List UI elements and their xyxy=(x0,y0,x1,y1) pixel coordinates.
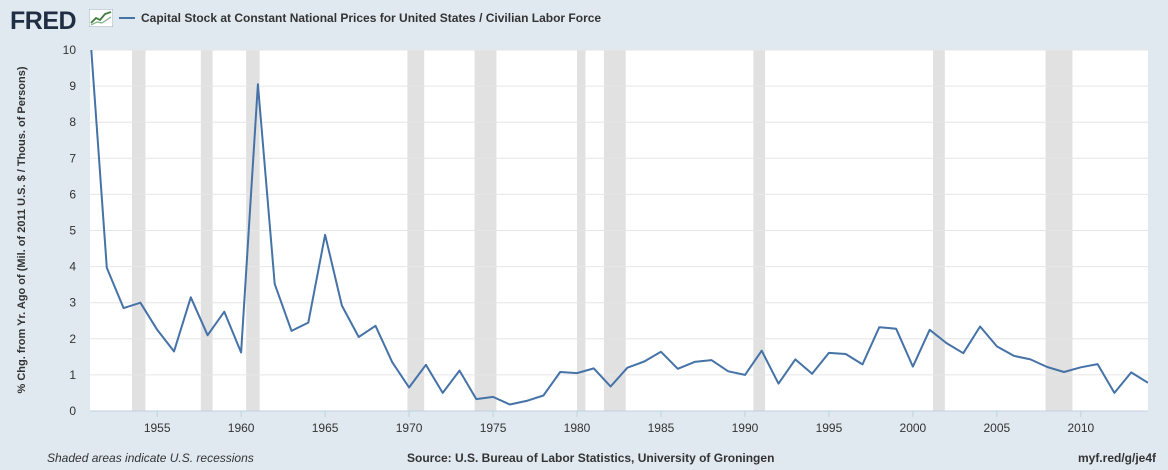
x-tick-label: 1985 xyxy=(648,421,675,435)
y-tick-label: 9 xyxy=(69,79,76,93)
x-tick-label: 1960 xyxy=(228,421,255,435)
legend-swatch xyxy=(119,17,135,19)
y-axis: 0 1 2 3 4 5 6 7 8 9 10 xyxy=(63,43,77,418)
x-tick-label: 1980 xyxy=(564,421,591,435)
y-tick-label: 5 xyxy=(69,224,76,238)
x-tick-label: 1995 xyxy=(816,421,843,435)
fred-logo[interactable]: FRED xyxy=(10,7,77,35)
y-tick-label: 10 xyxy=(63,43,77,57)
fred-chart-icon xyxy=(89,9,113,27)
y-tick-label: 0 xyxy=(69,404,76,418)
x-tick-label: 2010 xyxy=(1067,421,1094,435)
x-tick-label: 1970 xyxy=(396,421,423,435)
x-tick-label: 1955 xyxy=(144,421,171,435)
y-tick-label: 4 xyxy=(69,260,76,274)
y-tick-label: 1 xyxy=(69,368,76,382)
series-layer xyxy=(90,50,1148,406)
x-tick-label: 2005 xyxy=(984,421,1011,435)
y-tick-label: 8 xyxy=(69,115,76,129)
legend-label: Capital Stock at Constant National Price… xyxy=(141,11,602,25)
y-axis-label: % Chg. from Yr. Ago of (Mil. of 2011 U.S… xyxy=(16,66,28,393)
short-url[interactable]: myf.red/g/je4f xyxy=(1077,451,1156,465)
y-tick-label: 6 xyxy=(69,187,76,201)
x-tick-label: 1975 xyxy=(480,421,507,435)
x-axis: 1955 1960 1965 1970 1975 1980 1985 1990 1995 2000… xyxy=(90,410,1148,435)
y-tick-label: 7 xyxy=(69,151,76,165)
x-tick-label: 1965 xyxy=(312,421,339,435)
recession-note: Shaded areas indicate U.S. recessions xyxy=(47,451,254,465)
y-tick-label: 2 xyxy=(69,332,76,346)
legend: Capital Stock at Constant National Price… xyxy=(119,11,601,25)
series-line xyxy=(90,50,1148,406)
chart-header: FRED Capital Stock at Constant National … xyxy=(0,0,1168,40)
x-tick-label: 2000 xyxy=(900,421,927,435)
source-note: Source: U.S. Bureau of Labor Statistics,… xyxy=(407,451,775,465)
y-tick-label: 3 xyxy=(69,296,76,310)
x-tick-label: 1990 xyxy=(732,421,759,435)
